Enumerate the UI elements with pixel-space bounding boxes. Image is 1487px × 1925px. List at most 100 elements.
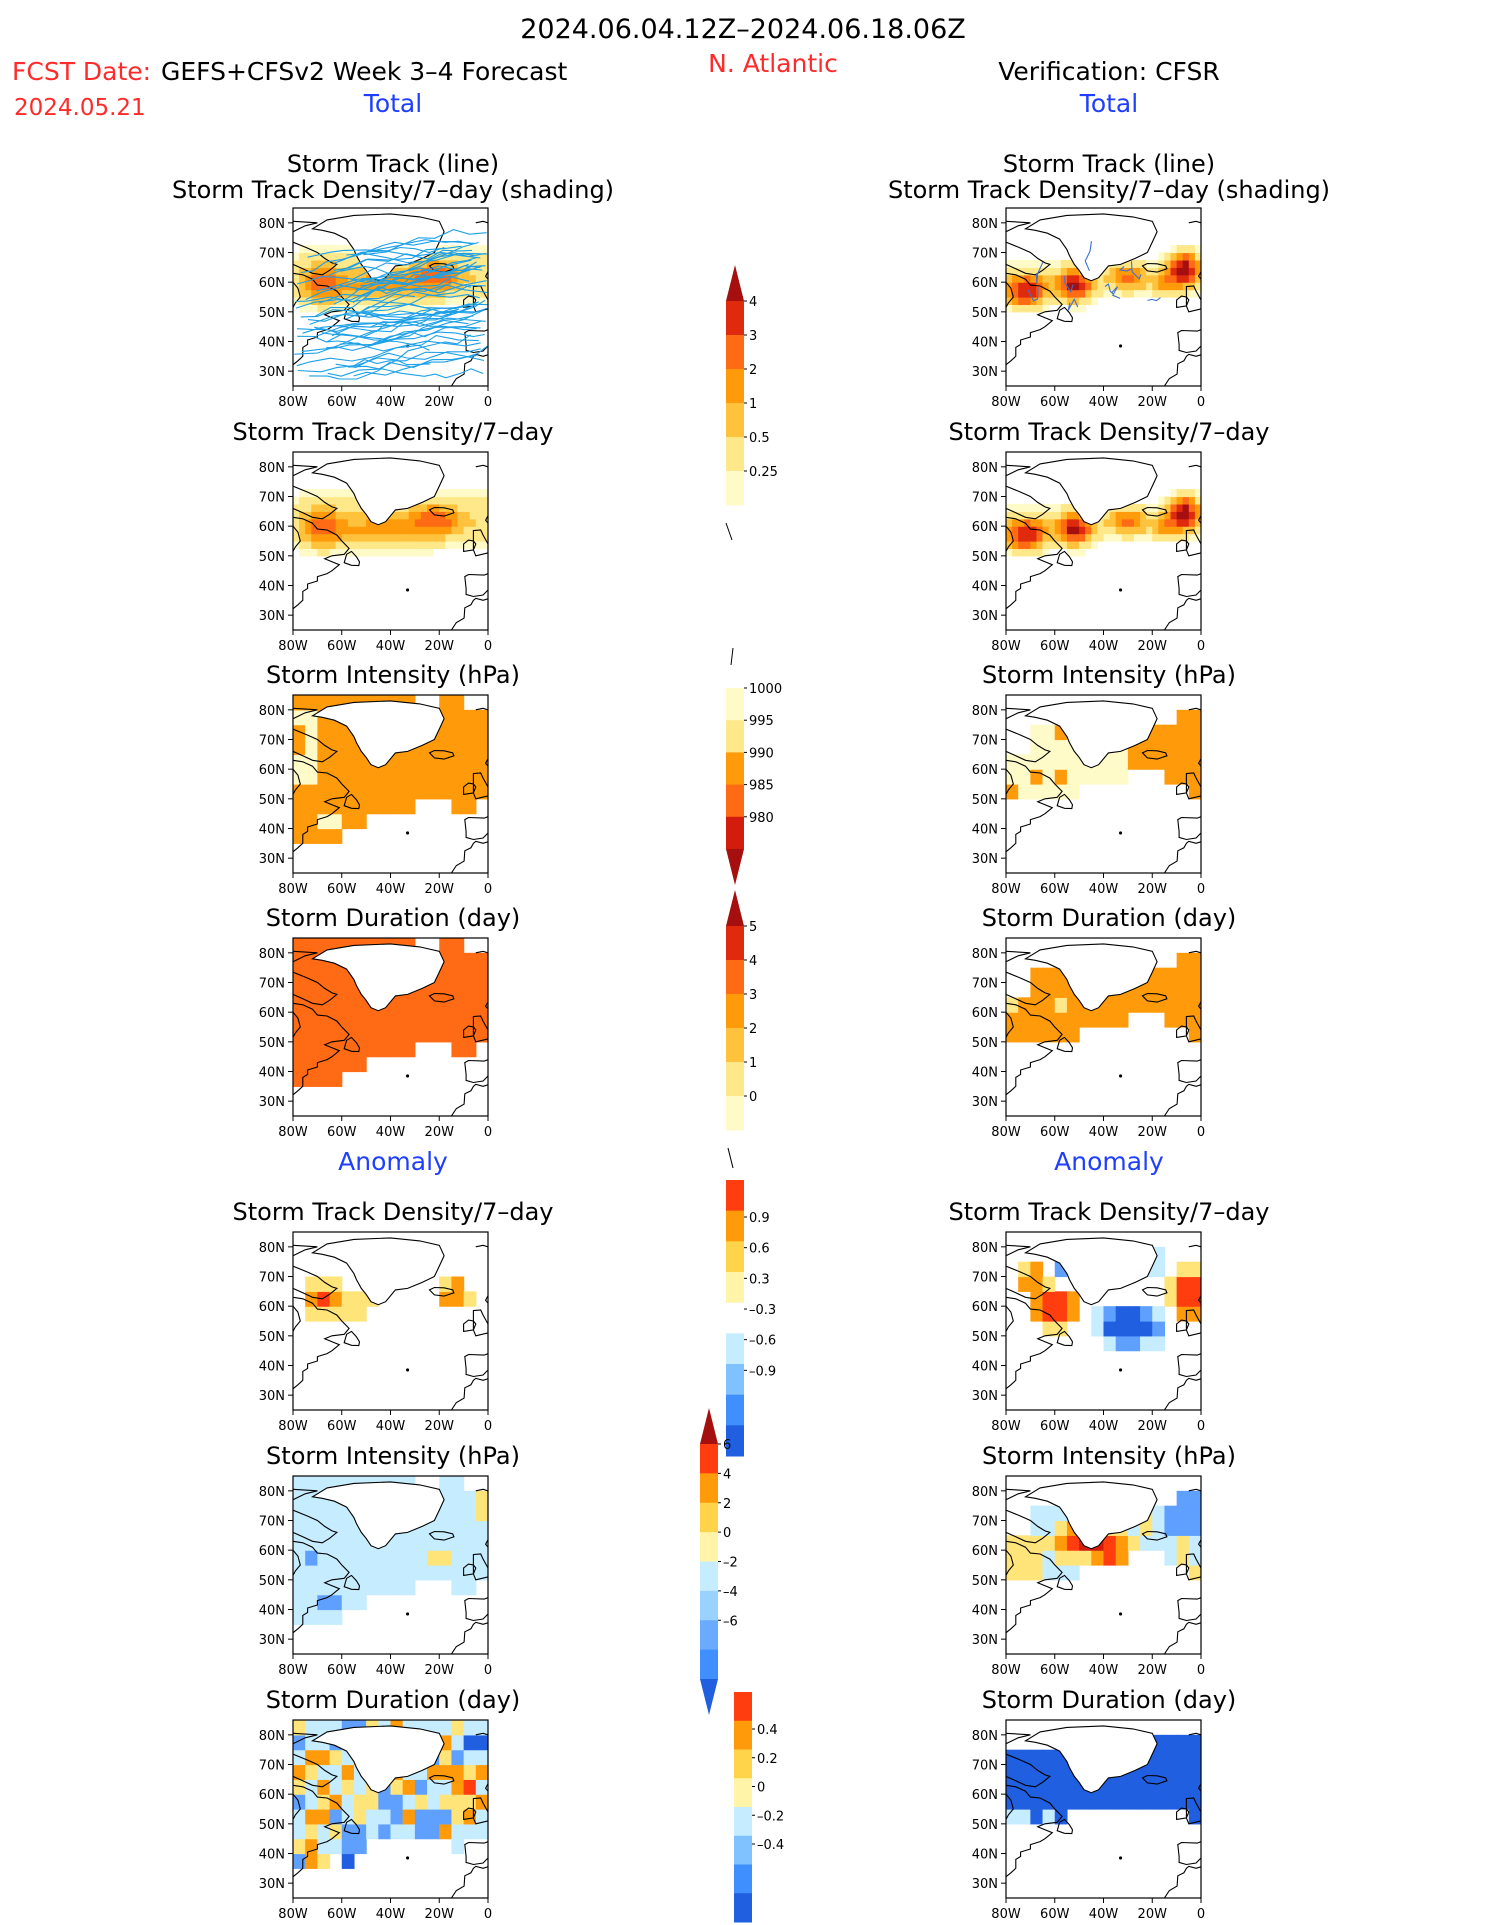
density-cell <box>299 526 306 535</box>
grid-cell <box>1188 1505 1201 1522</box>
density-cell <box>469 252 477 261</box>
density-cell <box>1066 533 1074 542</box>
date-range-title: 2024.06.04.12Z–2024.06.18.06Z <box>520 14 966 45</box>
grid-cell <box>1176 1794 1190 1810</box>
density-cell <box>1115 518 1123 527</box>
grid-cell <box>378 1823 392 1840</box>
density-cell <box>427 511 434 520</box>
colorbar-duration_anom: 0.40.20–0.2–0.4 <box>734 1692 784 1923</box>
grid-cell <box>402 1565 416 1581</box>
density-cell <box>1176 489 1184 498</box>
coastlines <box>1006 1237 1201 1410</box>
grid-cell <box>329 1027 343 1043</box>
density-cell <box>372 282 379 291</box>
density-cell <box>1182 267 1190 276</box>
grid-cell <box>390 1823 404 1840</box>
grid-cell <box>329 1594 343 1611</box>
colorbar-label: –0.9 <box>749 1364 776 1379</box>
grid-cell <box>293 1056 306 1073</box>
density-cell <box>457 503 465 512</box>
grid-cell <box>293 1720 306 1736</box>
density-cell <box>1066 548 1074 557</box>
azores-dot <box>406 1368 410 1372</box>
grid-cell <box>1176 997 1190 1013</box>
density-cell <box>1036 274 1044 283</box>
density-cell <box>1188 533 1196 542</box>
density-cell <box>1127 518 1135 527</box>
density-cell <box>1176 289 1184 298</box>
lat-tick-label: 60N <box>259 1300 285 1315</box>
density-cell <box>481 274 488 283</box>
storm-track-line <box>309 284 486 325</box>
lon-tick-label: 80W <box>278 395 308 410</box>
density-cell <box>1140 274 1147 283</box>
density-cell <box>366 533 373 542</box>
density-cell <box>433 496 440 505</box>
density-cell <box>1079 541 1086 550</box>
density-cell <box>1079 526 1086 535</box>
coast-line <box>293 707 318 720</box>
density-cell <box>317 511 325 520</box>
density-cell <box>1018 282 1025 291</box>
lat-tick-label: 50N <box>259 793 285 808</box>
density-cell <box>372 548 379 557</box>
grid-cell <box>463 1809 477 1825</box>
density-cell <box>1030 274 1038 283</box>
density-cell <box>1158 518 1166 527</box>
density-cell <box>1018 274 1025 283</box>
density-cell <box>329 533 337 542</box>
grid-cell <box>1152 1261 1166 1278</box>
density-cell <box>1140 526 1147 535</box>
density-cell <box>1182 503 1190 512</box>
density-cell <box>341 267 349 276</box>
density-cell <box>1152 518 1159 527</box>
coast-line <box>293 768 301 795</box>
grid-cell <box>475 1809 488 1825</box>
colorbar-segment <box>726 1028 744 1063</box>
grid-cell <box>317 982 331 998</box>
density-cell <box>1060 267 1068 276</box>
density-cell <box>420 511 428 520</box>
grid-cell <box>341 739 355 755</box>
grid-cell <box>463 1764 477 1780</box>
density-cell <box>1036 297 1044 306</box>
density-cell <box>475 503 483 512</box>
colorbar-segment <box>726 926 744 961</box>
azores-dot <box>406 1074 410 1078</box>
density-cell <box>1066 304 1074 313</box>
coast-line <box>293 464 318 477</box>
density-cell <box>1012 533 1019 542</box>
density-cell <box>311 496 318 505</box>
grid-cell <box>1188 982 1201 998</box>
density-cell <box>1030 289 1038 298</box>
coast-line <box>293 1244 318 1257</box>
density-cell <box>1188 489 1196 498</box>
density-cell <box>1012 503 1019 512</box>
lat-tick-label: 30N <box>972 1389 998 1404</box>
density-cell <box>427 297 434 306</box>
grid-cell <box>439 1794 453 1810</box>
grid-cell <box>1188 784 1201 800</box>
density-cell <box>1066 526 1074 535</box>
density-cell <box>1085 282 1092 291</box>
density-cell <box>1127 526 1135 535</box>
density-cell <box>1194 252 1201 261</box>
grid-cell <box>353 784 367 800</box>
grid-cell <box>1188 754 1201 770</box>
colorbar-label: 6 <box>723 1438 731 1453</box>
density-cell <box>433 297 440 306</box>
grid-cell <box>1176 754 1190 770</box>
colorbar-label: –6 <box>723 1614 738 1629</box>
density-cell <box>1006 511 1013 520</box>
density-cell <box>1085 526 1092 535</box>
coast-line <box>475 1488 488 1494</box>
grid-cell <box>1030 724 1044 741</box>
colorbar-label: 5 <box>749 920 757 935</box>
density-cell <box>1073 548 1080 557</box>
grid-cell <box>353 1291 367 1307</box>
coast-line <box>293 485 339 520</box>
grid-cell <box>305 1794 318 1810</box>
grid-cell <box>451 1490 465 1507</box>
grid-cell <box>1152 1535 1166 1551</box>
grid-cell <box>1030 754 1044 770</box>
